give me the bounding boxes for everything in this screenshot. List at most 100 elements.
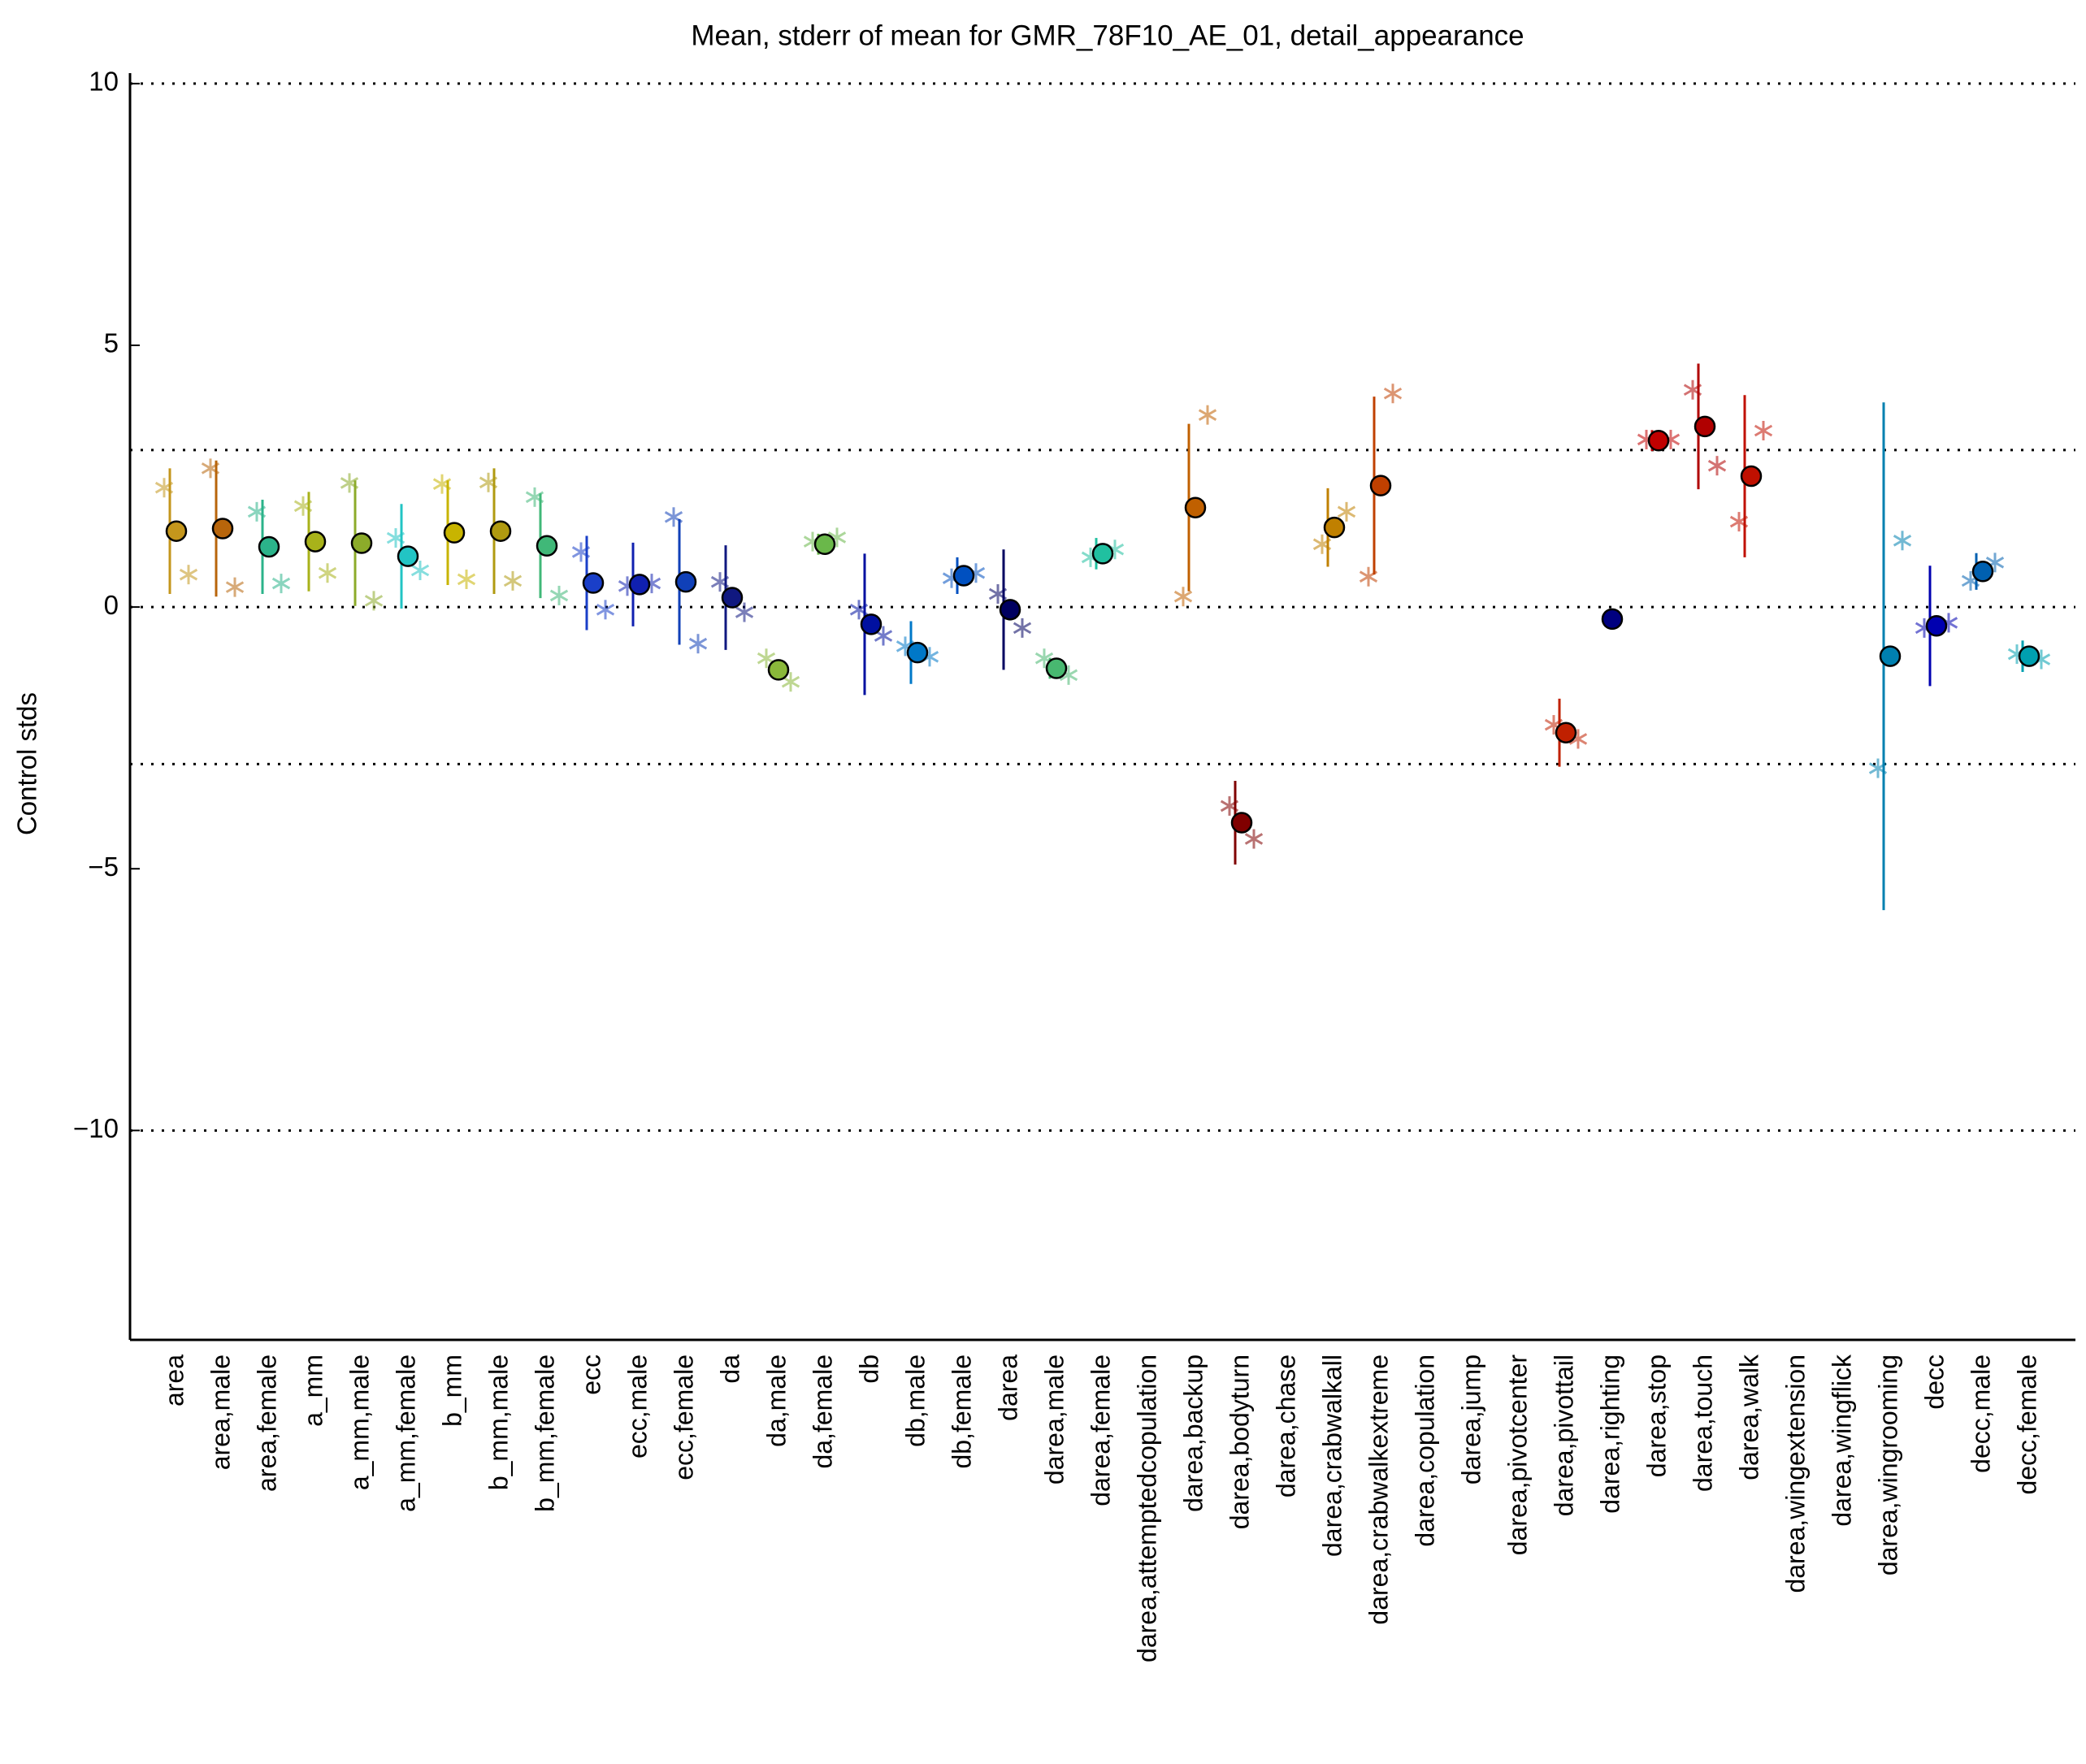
asterisk-stroke <box>457 573 476 586</box>
asterisk-stroke <box>1707 459 1727 472</box>
x-tick-label: da,male <box>761 1354 791 1447</box>
x-tick-label: darea,wingextension <box>1780 1354 1810 1593</box>
asterisk-stroke <box>1568 733 1588 745</box>
mean-marker <box>1369 475 1392 496</box>
subgroup-marker <box>1707 456 1727 476</box>
asterisk-stroke <box>410 564 430 577</box>
x-tick-label: ecc <box>576 1354 605 1395</box>
x-tick-label: darea,pivottail <box>1549 1354 1578 1516</box>
asterisk-stroke <box>596 604 615 616</box>
x-tick-label: darea,pivotcenter <box>1503 1354 1532 1556</box>
subgroup-marker <box>1198 405 1217 425</box>
x-tick-label: b_mm,male <box>484 1354 513 1490</box>
x-tick-label: area,female <box>252 1354 281 1492</box>
x-tick-label: db,female <box>947 1354 976 1469</box>
asterisk-stroke <box>1013 622 1032 635</box>
mean-marker <box>536 535 558 557</box>
x-tick-label: db <box>854 1354 883 1384</box>
mean-marker <box>350 532 373 554</box>
mean-marker <box>906 641 929 664</box>
mean-marker <box>489 520 512 542</box>
x-tick-label: darea,righting <box>1595 1354 1624 1514</box>
mean-marker <box>1323 516 1346 539</box>
x-tick-label: darea,backup <box>1178 1354 1208 1512</box>
subgroup-marker <box>596 600 615 620</box>
subgroup-marker <box>364 591 384 611</box>
asterisk-stroke <box>340 477 359 489</box>
asterisk-stroke <box>1244 833 1264 845</box>
x-tick-label: b_mm,female <box>530 1354 559 1512</box>
y-axis-label: Control stds <box>12 692 42 835</box>
mean-marker <box>721 587 744 609</box>
mean-marker <box>1045 657 1068 679</box>
mean-marker <box>1971 561 1994 583</box>
x-tick-label: darea,female <box>1086 1354 1115 1506</box>
subgroup-marker <box>688 634 708 654</box>
asterisk-stroke <box>1383 387 1403 400</box>
asterisk-stroke <box>364 595 384 607</box>
asterisk-stroke <box>1198 409 1217 421</box>
y-tick-label: 5 <box>104 328 119 358</box>
asterisk-stroke <box>179 568 198 581</box>
subgroup-marker <box>1244 829 1264 849</box>
asterisk-stroke <box>271 577 291 590</box>
x-tick-label: darea,crabwalkextreme <box>1364 1354 1393 1625</box>
x-tick-label: da <box>715 1354 744 1384</box>
subgroup-marker <box>503 570 523 591</box>
x-tick-label: darea,touch <box>1688 1354 1717 1492</box>
x-tick-label: darea,chase <box>1271 1354 1300 1497</box>
subgroup-marker <box>1337 501 1356 522</box>
x-tick-label: a_mm,male <box>345 1354 374 1490</box>
asterisk-stroke <box>757 652 776 665</box>
asterisk-stroke <box>1893 534 1912 547</box>
subgroup-marker <box>179 565 198 585</box>
asterisk-stroke <box>549 589 569 602</box>
mean-marker <box>1879 645 1902 667</box>
mean-marker <box>1091 543 1114 565</box>
x-tick-label: db,male <box>900 1354 930 1447</box>
x-tick-label: decc,male <box>1966 1354 1995 1473</box>
mean-marker <box>628 574 651 596</box>
mean-marker <box>999 599 1021 621</box>
mean-marker <box>165 520 188 542</box>
mean-marker <box>1740 465 1763 488</box>
y-tick-label: −5 <box>88 852 119 882</box>
subgroup-marker <box>1383 384 1403 404</box>
mean-marker <box>443 522 466 544</box>
y-tick-label: 10 <box>89 67 119 97</box>
mean-marker <box>674 570 697 593</box>
mean-marker <box>1555 722 1577 743</box>
x-tick-label: area,male <box>206 1354 235 1470</box>
mean-marker <box>1647 429 1670 452</box>
mean-marker <box>860 613 883 635</box>
subgroup-marker <box>1013 618 1032 638</box>
subgroup-marker <box>457 569 476 589</box>
subgroup-marker <box>781 672 800 692</box>
mean-marker <box>813 533 836 556</box>
asterisk-stroke <box>318 566 337 579</box>
x-tick-label: area <box>159 1354 189 1406</box>
x-tick-label: darea <box>993 1354 1022 1421</box>
mean-marker <box>397 545 419 567</box>
subgroup-marker <box>1173 587 1193 607</box>
subgroup-marker <box>318 563 337 583</box>
x-tick-label: ecc,male <box>622 1354 652 1458</box>
mean-marker <box>1184 496 1207 518</box>
x-tick-label: darea,male <box>1039 1354 1069 1484</box>
subgroup-marker <box>735 602 754 622</box>
asterisk-stroke <box>735 606 754 618</box>
x-tick-label: ecc,female <box>669 1354 698 1480</box>
x-tick-label: darea,crabwalkall <box>1317 1354 1347 1557</box>
mean-marker <box>767 659 790 681</box>
x-tick-label: decc,female <box>2012 1354 2041 1495</box>
x-tick-label: darea,jump <box>1456 1354 1485 1484</box>
subgroup-marker <box>410 561 430 581</box>
x-tick-label: darea,wingrooming <box>1873 1354 1902 1575</box>
asterisk-stroke <box>664 510 683 523</box>
mean-marker <box>1601 608 1624 631</box>
mean-marker <box>1925 615 1948 637</box>
asterisk-stroke <box>1754 424 1773 437</box>
mean-marker <box>952 565 975 587</box>
asterisk-stroke <box>874 630 893 642</box>
x-tick-label: a_mm,female <box>391 1354 420 1512</box>
